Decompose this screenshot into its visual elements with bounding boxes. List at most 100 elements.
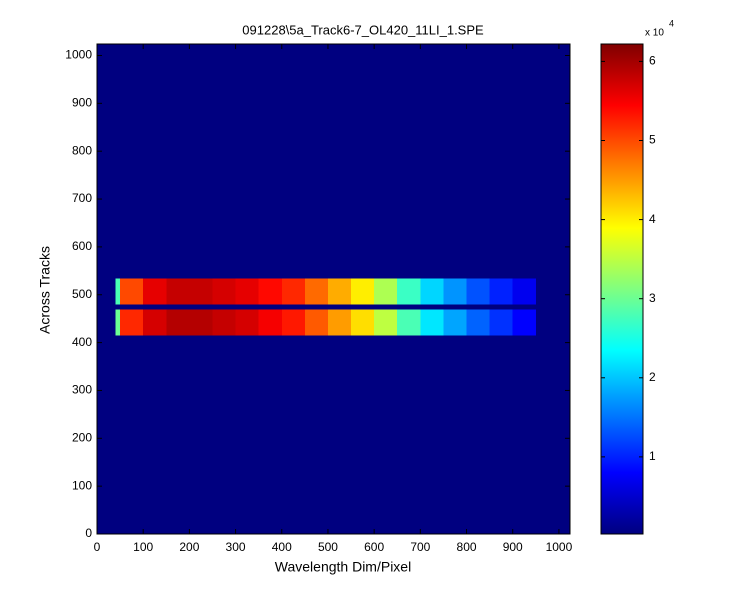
heatmap-cell bbox=[166, 309, 190, 336]
heatmap-cell bbox=[374, 335, 398, 535]
heatmap-cell bbox=[374, 309, 398, 336]
heatmap-cell bbox=[489, 304, 514, 310]
heatmap-cell bbox=[212, 335, 236, 535]
heatmap-cell bbox=[212, 309, 236, 336]
y-tick-label: 900 bbox=[72, 96, 92, 110]
heatmap-cell bbox=[235, 277, 259, 305]
heatmap-cell bbox=[212, 44, 236, 279]
colorbar-multiplier: x 10 bbox=[645, 28, 664, 39]
heatmap-cell bbox=[327, 277, 352, 305]
heatmap-cell bbox=[189, 335, 213, 535]
heatmap-cell bbox=[397, 309, 421, 336]
heatmap-cell bbox=[489, 44, 514, 279]
x-tick-label: 100 bbox=[133, 540, 153, 554]
x-tick-label: 500 bbox=[318, 540, 338, 554]
heatmap-cell bbox=[258, 309, 283, 336]
heatmap-cell bbox=[120, 335, 144, 535]
heatmap-cell bbox=[443, 304, 467, 310]
y-tick-label: 1000 bbox=[65, 48, 92, 62]
heatmap-cell bbox=[397, 277, 421, 305]
heatmap-cell bbox=[235, 304, 259, 310]
heatmap-cell bbox=[374, 44, 398, 279]
heatmap-cell bbox=[351, 277, 375, 305]
heatmap-cell bbox=[443, 309, 467, 336]
heatmap-cell bbox=[466, 304, 490, 310]
heatmap-cell bbox=[351, 44, 375, 279]
y-tick-label: 800 bbox=[72, 143, 92, 157]
heatmap-cell bbox=[235, 335, 259, 535]
heatmap-cell bbox=[535, 304, 571, 310]
heatmap-cell bbox=[397, 44, 421, 279]
heatmap-cell bbox=[258, 335, 283, 535]
heatmap-cell bbox=[374, 277, 398, 305]
heatmap-cell bbox=[466, 335, 490, 535]
colorbar bbox=[600, 43, 644, 535]
heatmap-cell bbox=[281, 304, 306, 310]
heatmap-cell bbox=[189, 309, 213, 336]
heatmap-cell bbox=[120, 309, 144, 336]
colorbar-exponent: 4 bbox=[669, 18, 674, 28]
heatmap-cell bbox=[327, 309, 352, 336]
heatmap-cell bbox=[466, 44, 490, 279]
heatmap-cell bbox=[115, 44, 121, 279]
x-axis-label: Wavelength Dim/Pixel bbox=[275, 559, 411, 575]
heatmap-cell bbox=[304, 44, 329, 279]
heatmap-cell bbox=[212, 304, 236, 310]
plot-frame bbox=[96, 43, 571, 535]
heatmap-cell bbox=[512, 277, 537, 305]
heatmap-cell bbox=[97, 44, 116, 279]
heatmap-cell bbox=[115, 309, 121, 336]
heatmap-cell bbox=[512, 335, 537, 535]
colorbar-tick-label: 2 bbox=[649, 370, 656, 384]
y-tick-label: 600 bbox=[72, 239, 92, 253]
x-tick-label: 1000 bbox=[546, 540, 573, 554]
y-tick-label: 700 bbox=[72, 191, 92, 205]
heatmap-cell bbox=[120, 304, 144, 310]
x-tick-label: 700 bbox=[410, 540, 430, 554]
heatmap-cell bbox=[189, 304, 213, 310]
heatmap-cell bbox=[420, 44, 444, 279]
heatmap-cell bbox=[281, 277, 306, 305]
heatmap-cell bbox=[143, 304, 167, 310]
heatmap-cell bbox=[327, 44, 352, 279]
heatmap-cell bbox=[115, 277, 121, 305]
heatmap-cell bbox=[212, 277, 236, 305]
heatmap-cell bbox=[120, 277, 144, 305]
heatmap-cell bbox=[374, 304, 398, 310]
y-tick-label: 0 bbox=[85, 526, 92, 540]
heatmap-cell bbox=[327, 335, 352, 535]
heatmap-cell bbox=[443, 277, 467, 305]
heatmap-cell bbox=[304, 277, 329, 305]
heatmap-cell bbox=[281, 335, 306, 535]
heatmap-cell bbox=[489, 277, 514, 305]
colorbar-tick-label: 3 bbox=[649, 291, 656, 305]
heatmap-cell bbox=[166, 44, 190, 279]
heatmap-cell bbox=[420, 304, 444, 310]
heatmap-cell bbox=[143, 277, 167, 305]
heatmap-cell bbox=[466, 277, 490, 305]
x-tick-label: 200 bbox=[179, 540, 199, 554]
heatmap-cell bbox=[327, 304, 352, 310]
colorbar-tick-label: 6 bbox=[649, 54, 656, 68]
heatmap-cell bbox=[258, 44, 283, 279]
y-tick-label: 200 bbox=[72, 430, 92, 444]
y-tick-label: 400 bbox=[72, 335, 92, 349]
heatmap-cell bbox=[258, 304, 283, 310]
heatmap-cell bbox=[304, 304, 329, 310]
heatmap-cell bbox=[420, 277, 444, 305]
heatmap-cell bbox=[466, 309, 490, 336]
heatmap-cell bbox=[420, 335, 444, 535]
heatmap-cell bbox=[397, 304, 421, 310]
heatmap-cell bbox=[97, 309, 116, 336]
heatmap-cell bbox=[189, 44, 213, 279]
heatmap-cell bbox=[489, 309, 514, 336]
colorbar-tick-label: 4 bbox=[649, 212, 656, 226]
colorbar-tick-label: 5 bbox=[649, 133, 656, 147]
heatmap-cell bbox=[351, 335, 375, 535]
heatmap-cell bbox=[281, 44, 306, 279]
heatmap-cell bbox=[443, 335, 467, 535]
heatmap-cell bbox=[443, 44, 467, 279]
y-tick-label: 100 bbox=[72, 478, 92, 492]
heatmap-cell bbox=[351, 309, 375, 336]
